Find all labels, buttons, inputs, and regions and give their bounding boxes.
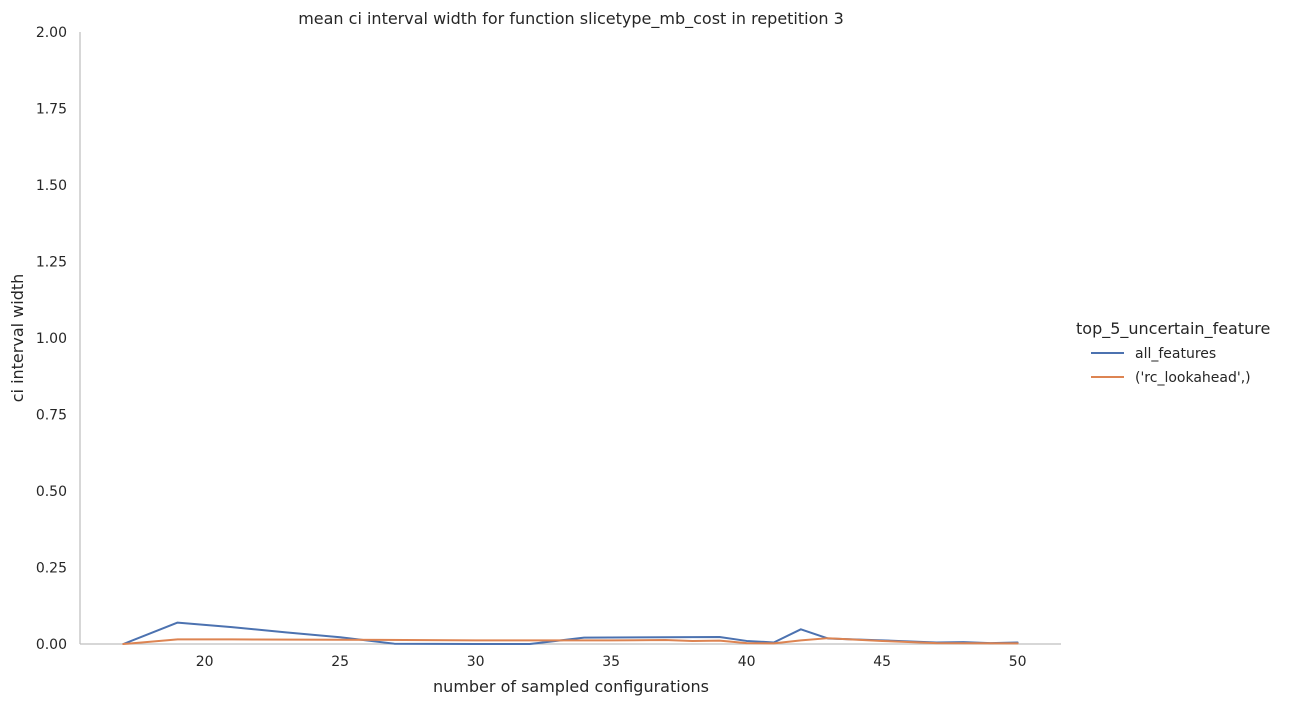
x-tick-label: 45 bbox=[873, 654, 891, 670]
y-tick-label: 0.00 bbox=[36, 637, 67, 653]
y-tick-label: 0.75 bbox=[36, 408, 67, 424]
legend: top_5_uncertain_feature all_features ('rc… bbox=[1076, 319, 1270, 386]
x-tick-label: 25 bbox=[331, 654, 349, 670]
y-tick-label: 2.00 bbox=[36, 25, 67, 41]
y-tick-label: 1.25 bbox=[36, 255, 67, 271]
y-tick-label: 0.50 bbox=[36, 484, 67, 500]
y-tick-label: 1.50 bbox=[36, 178, 67, 194]
y-tick-labels: 0.00 0.25 0.50 0.75 1.00 1.25 1.50 1.75 2.00 bbox=[36, 25, 67, 653]
legend-title: top_5_uncertain_feature bbox=[1076, 319, 1270, 339]
chart-title: mean ci interval width for function slic… bbox=[298, 9, 844, 29]
x-axis-label: number of sampled configurations bbox=[433, 677, 709, 696]
y-tick-label: 0.25 bbox=[36, 561, 67, 577]
legend-items: all_features ('rc_lookahead',) bbox=[1091, 346, 1251, 386]
y-tick-label: 1.75 bbox=[36, 102, 67, 118]
y-axis-label: ci interval width bbox=[8, 274, 27, 403]
x-tick-label: 35 bbox=[602, 654, 620, 670]
series-line-1 bbox=[122, 637, 1019, 645]
x-tick-label: 20 bbox=[196, 654, 214, 670]
legend-label-0: all_features bbox=[1135, 346, 1216, 362]
x-tick-labels: 20 25 30 35 40 45 50 bbox=[196, 654, 1027, 670]
x-tick-label: 40 bbox=[738, 654, 756, 670]
legend-label-1: ('rc_lookahead',) bbox=[1135, 370, 1251, 386]
y-tick-label: 1.00 bbox=[36, 331, 67, 347]
x-tick-label: 30 bbox=[467, 654, 485, 670]
series-lines bbox=[122, 621, 1019, 645]
x-tick-label: 50 bbox=[1009, 654, 1027, 670]
